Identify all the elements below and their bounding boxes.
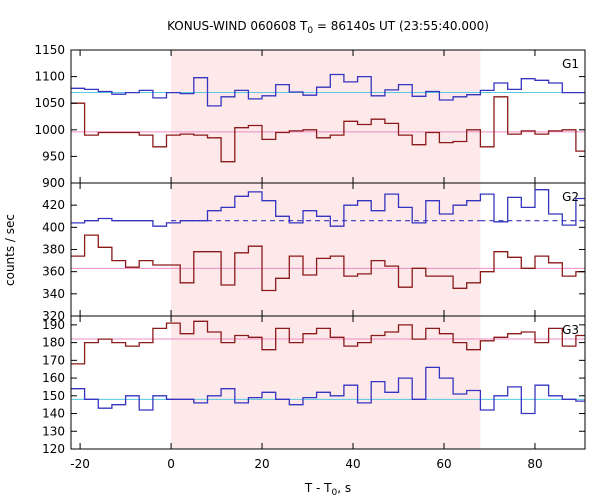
- g1-ytick-label: 1150: [34, 43, 65, 57]
- g2-panel-label: G2: [562, 190, 579, 204]
- g2-ytick-label: 380: [42, 243, 65, 257]
- x-axis-label: T - T0, s: [304, 481, 351, 498]
- g1-panel-label: G1: [562, 57, 579, 71]
- g3-ytick-label: 130: [42, 424, 65, 438]
- g3-ytick-label: 120: [42, 442, 65, 456]
- g3-ytick-label: 150: [42, 389, 65, 403]
- g3-series-red: [71, 320, 585, 365]
- g2-ytick-label: 360: [42, 265, 65, 279]
- xtick-label: 60: [436, 457, 451, 471]
- xtick-label: 40: [345, 457, 360, 471]
- g2-ytick-label: 340: [42, 287, 65, 301]
- shading-layer: [171, 50, 481, 449]
- xtick-label: -20: [70, 457, 90, 471]
- g1-ytick-label: 1100: [34, 70, 65, 84]
- g1-series-red: [71, 96, 585, 163]
- g2-ytick-label: 420: [42, 198, 65, 212]
- g3-ytick-label: 140: [42, 407, 65, 421]
- xtick-label: 80: [527, 457, 542, 471]
- tick-label-layer: 9009501000105011001150G13203403603804004…: [34, 43, 579, 471]
- xtick-label: 20: [254, 457, 269, 471]
- g3-ytick-label: 180: [42, 336, 65, 350]
- y-axis-label: counts / sec: [3, 214, 17, 286]
- g3-ytick-label: 170: [42, 353, 65, 367]
- g1-ytick-label: 900: [42, 176, 65, 190]
- g3-ytick-label: 160: [42, 371, 65, 385]
- chart-title: KONUS-WIND 060608 T0 = 86140s UT (23:55:…: [167, 19, 489, 36]
- g2-series-blue: [71, 189, 585, 227]
- g2-ytick-label: 400: [42, 220, 65, 234]
- shaded-interval: [171, 50, 481, 449]
- data-series-layer: [71, 73, 585, 415]
- g1-ytick-label: 950: [42, 149, 65, 163]
- g2-ytick-label: 320: [42, 309, 65, 323]
- g2-series-red: [71, 234, 585, 292]
- g3-series-blue: [71, 366, 585, 415]
- g1-ytick-label: 1050: [34, 96, 65, 110]
- g3-panel-frame: [70, 315, 586, 450]
- g1-series-blue: [71, 73, 585, 107]
- background-level-layer: [71, 92, 585, 400]
- axes-frame-layer: [70, 49, 586, 450]
- g3-panel-label: G3: [562, 323, 579, 337]
- g1-ytick-label: 1000: [34, 123, 65, 137]
- xtick-label: 0: [167, 457, 175, 471]
- g3-ytick-label: 190: [42, 318, 65, 332]
